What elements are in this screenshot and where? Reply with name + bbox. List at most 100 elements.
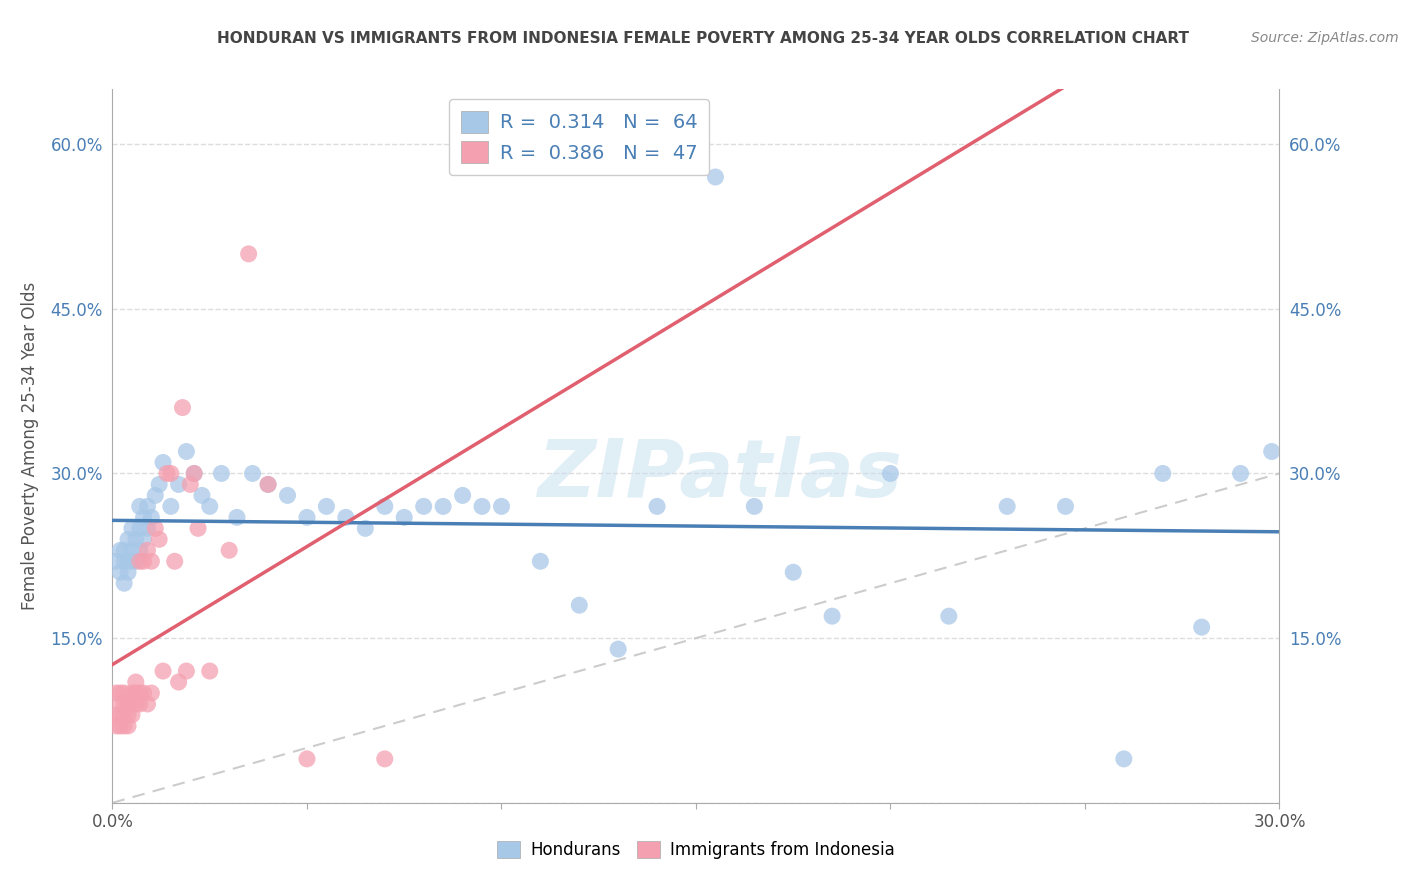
Point [491, 500, 513, 514]
Point [132, 554, 155, 568]
Point [412, 500, 434, 514]
Point [471, 500, 494, 514]
Point [938, 609, 960, 624]
Point [167, 477, 190, 491]
Point [112, 708, 135, 723]
Point [226, 510, 249, 524]
Point [132, 686, 155, 700]
Point [125, 675, 148, 690]
Point [117, 566, 139, 580]
Point [335, 510, 357, 524]
Point [163, 554, 186, 568]
Point [148, 477, 170, 491]
Point [128, 521, 150, 535]
Point [110, 719, 132, 733]
Point [128, 554, 150, 568]
Point [179, 477, 201, 491]
Point [110, 543, 132, 558]
Point [257, 477, 280, 491]
Point [112, 697, 135, 711]
Point [176, 664, 198, 678]
Point [112, 543, 135, 558]
Point [218, 543, 240, 558]
Point [105, 686, 128, 700]
Point [132, 533, 155, 547]
Point [198, 664, 221, 678]
Point [198, 500, 221, 514]
Point [125, 686, 148, 700]
Point [110, 566, 132, 580]
Point [152, 664, 174, 678]
Point [238, 247, 260, 261]
Point [1054, 500, 1077, 514]
Point [607, 642, 630, 657]
Point [183, 467, 205, 481]
Point [141, 510, 163, 524]
Point [392, 510, 416, 524]
Point [121, 543, 143, 558]
Point [1229, 467, 1251, 481]
Point [374, 752, 396, 766]
Point [187, 521, 209, 535]
Point [295, 510, 318, 524]
Point [821, 609, 844, 624]
Legend: Hondurans, Immigrants from Indonesia: Hondurans, Immigrants from Indonesia [491, 834, 901, 866]
Point [110, 708, 132, 723]
Point [209, 467, 232, 481]
Point [121, 697, 143, 711]
Point [112, 576, 135, 591]
Point [167, 675, 190, 690]
Point [132, 510, 155, 524]
Point [128, 686, 150, 700]
Point [141, 554, 163, 568]
Point [128, 543, 150, 558]
Point [125, 697, 148, 711]
Point [191, 488, 214, 502]
Point [276, 488, 298, 502]
Point [160, 467, 183, 481]
Point [315, 500, 337, 514]
Point [156, 467, 179, 481]
Point [121, 554, 143, 568]
Point [704, 169, 727, 184]
Point [136, 697, 159, 711]
Point [143, 488, 166, 502]
Point [105, 554, 128, 568]
Point [354, 521, 377, 535]
Point [125, 533, 148, 547]
Point [121, 521, 143, 535]
Point [1191, 620, 1213, 634]
Point [148, 533, 170, 547]
Point [152, 455, 174, 469]
Point [374, 500, 396, 514]
Point [879, 467, 901, 481]
Point [125, 554, 148, 568]
Point [117, 697, 139, 711]
Text: Source: ZipAtlas.com: Source: ZipAtlas.com [1251, 31, 1399, 45]
Point [995, 500, 1018, 514]
Point [117, 708, 139, 723]
Point [645, 500, 668, 514]
Point [112, 719, 135, 733]
Point [451, 488, 474, 502]
Point [295, 752, 318, 766]
Point [172, 401, 194, 415]
Point [782, 566, 804, 580]
Point [160, 500, 183, 514]
Point [136, 500, 159, 514]
Point [110, 686, 132, 700]
Point [105, 708, 128, 723]
Point [1260, 444, 1282, 458]
Point [110, 697, 132, 711]
Point [112, 554, 135, 568]
Point [141, 686, 163, 700]
Point [117, 554, 139, 568]
Point [257, 477, 280, 491]
Point [112, 686, 135, 700]
Point [183, 467, 205, 481]
Text: HONDURAN VS IMMIGRANTS FROM INDONESIA FEMALE POVERTY AMONG 25-34 YEAR OLDS CORRE: HONDURAN VS IMMIGRANTS FROM INDONESIA FE… [217, 31, 1189, 46]
Y-axis label: Female Poverty Among 25-34 Year Olds: Female Poverty Among 25-34 Year Olds [21, 282, 39, 610]
Point [529, 554, 551, 568]
Point [117, 719, 139, 733]
Point [121, 708, 143, 723]
